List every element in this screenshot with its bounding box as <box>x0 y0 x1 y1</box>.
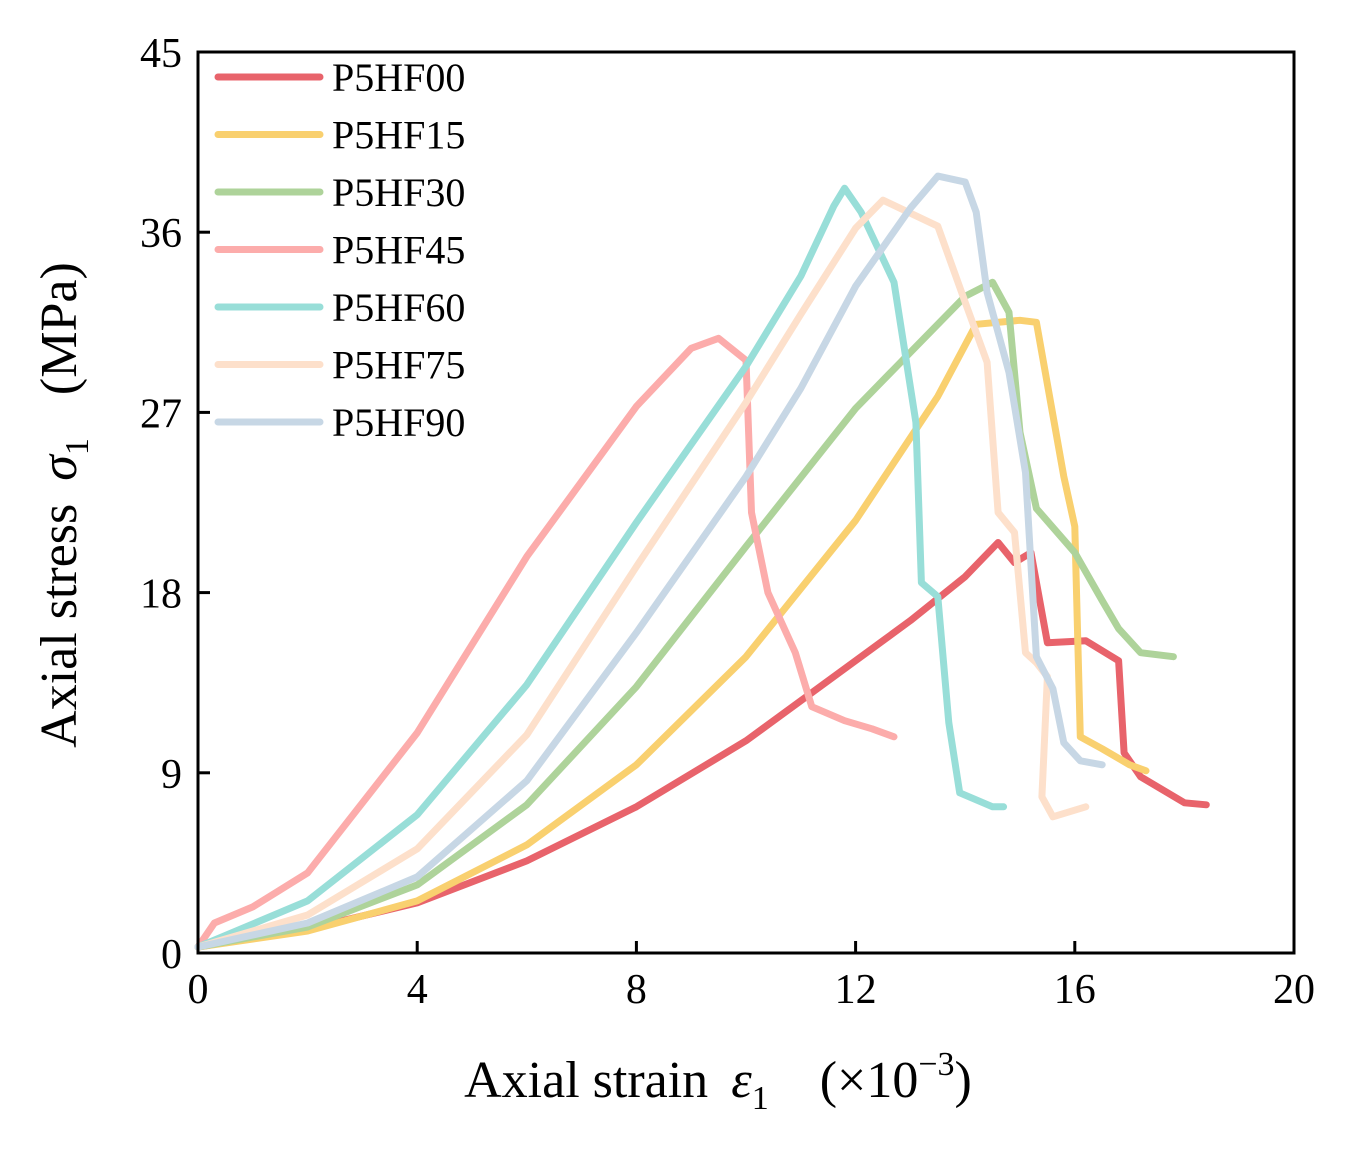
y-axis-subscript: 1 <box>59 438 96 455</box>
x-tick-label: 12 <box>835 967 877 1013</box>
legend-item-p5hf75: P5HF75 <box>214 343 465 388</box>
legend-label: P5HF15 <box>332 113 465 158</box>
x-axis-title: Axial strain ε1 (×10−3) <box>464 1046 972 1121</box>
x-axis-unit-exponent: −3 <box>918 1046 954 1083</box>
y-tick-label: 45 <box>140 31 182 77</box>
plot-frame <box>196 50 1296 955</box>
x-axis-unit: (×10 <box>820 1052 919 1109</box>
x-tick-label: 16 <box>1054 967 1096 1013</box>
legend-label: P5HF45 <box>332 228 465 273</box>
x-tick-label: 0 <box>188 967 209 1013</box>
x-tick-label: 8 <box>626 967 647 1013</box>
x-axis-subscript: 1 <box>752 1080 769 1117</box>
y-axis-title-prefix: Axial stress <box>31 504 88 748</box>
x-tick-label: 20 <box>1273 967 1315 1013</box>
series-line-p5hf30 <box>194 278 1177 951</box>
y-axis-title: Axial stress σ1 (MPa) <box>31 262 100 748</box>
legend-item-p5hf90: P5HF90 <box>214 400 465 445</box>
series-line-p5hf90 <box>194 172 1106 951</box>
legend-item-p5hf60: P5HF60 <box>214 285 465 330</box>
legend-label: P5HF60 <box>332 285 465 330</box>
axis-ticks: 0 4 8 12 16 20 0 9 18 27 36 45 <box>140 31 1315 1013</box>
legend-item-p5hf45: P5HF45 <box>214 228 465 273</box>
x-axis-unit-close: ) <box>955 1052 972 1109</box>
series-layer <box>194 172 1210 951</box>
y-tick-label: 0 <box>161 932 182 978</box>
legend-item-p5hf00: P5HF00 <box>214 55 465 100</box>
y-tick-label: 18 <box>140 572 182 618</box>
y-tick-label: 27 <box>140 391 182 437</box>
series-line-p5hf60 <box>194 184 1008 951</box>
x-axis-title-prefix: Axial strain <box>464 1052 708 1109</box>
y-axis-symbol: σ <box>31 453 88 481</box>
legend: P5HF00 P5HF15 P5HF30 P5HF45 P5HF60 P5HF75 P5HF… <box>214 55 465 445</box>
x-axis-symbol: ε <box>731 1052 752 1109</box>
legend-label: P5HF90 <box>332 400 465 445</box>
series-line-p5hf45 <box>194 334 898 951</box>
legend-item-p5hf15: P5HF15 <box>214 113 465 158</box>
legend-label: P5HF30 <box>332 170 465 215</box>
legend-label: P5HF00 <box>332 55 465 100</box>
y-axis-unit: (MPa) <box>31 262 88 395</box>
series-line-p5hf00 <box>194 539 1210 951</box>
y-tick-label: 36 <box>140 211 182 257</box>
y-tick-label: 9 <box>161 752 182 798</box>
legend-item-p5hf30: P5HF30 <box>214 170 465 215</box>
x-tick-label: 4 <box>407 967 428 1013</box>
legend-label: P5HF75 <box>332 343 465 388</box>
